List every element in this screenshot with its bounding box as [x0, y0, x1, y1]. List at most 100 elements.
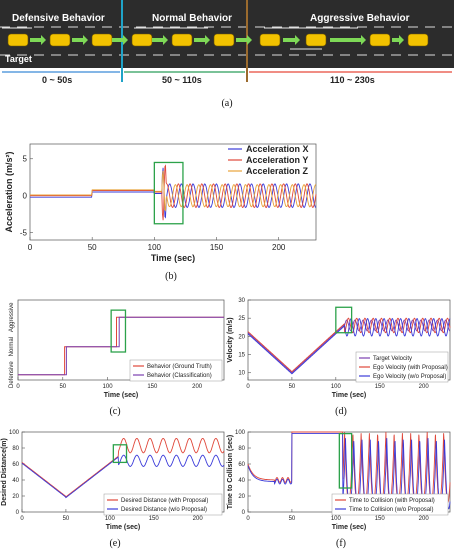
legend-entry: Desired Distance (with Proposal) — [121, 498, 208, 504]
x-tick-label: 0 — [246, 384, 250, 390]
car-icon — [131, 33, 153, 47]
legend-box — [103, 493, 223, 516]
caption-a: (a) — [221, 98, 233, 109]
desired-distance-chart: 0 50 100 150 200 0 20 40 60 80 100 Time (sec) Desire… — [1, 430, 225, 531]
arrow-icon — [361, 35, 366, 45]
legend-entry: Acceleration Y — [246, 155, 308, 165]
x-tick-label: 50 — [88, 243, 97, 252]
x-tick-label: 50 — [59, 384, 66, 390]
phase-label-defensive: Defensive Behavior — [12, 13, 105, 24]
y-tick-label: 5 — [23, 154, 28, 163]
x-tick-label: 150 — [210, 243, 224, 252]
series-desired-distance-without-proposal — [21, 454, 225, 499]
phase-time-normal: 50 ~ 110s — [162, 75, 202, 85]
y-tick-label: 40 — [12, 478, 19, 484]
series-ego-velocity-without-proposal — [247, 317, 451, 375]
y-tick-label: 10 — [238, 371, 245, 377]
y-tick-label: 20 — [12, 494, 19, 500]
x-tick-label: 100 — [103, 384, 114, 390]
y-tick-label: 80 — [12, 446, 19, 452]
legend-entry: Acceleration Z — [246, 166, 309, 176]
x-tick-label: 150 — [375, 384, 386, 390]
x-axis-label: Time (sec) — [332, 392, 367, 399]
x-tick-label: 200 — [272, 243, 286, 252]
car-icon — [369, 33, 391, 47]
y-tick-label: 0 — [23, 191, 28, 200]
legend-entry: Ego Velocity (with Proposal) — [373, 365, 448, 371]
x-tick-label: 50 — [289, 516, 296, 522]
arrow-icon — [247, 35, 252, 45]
x-axis-label: Time (sec) — [106, 524, 141, 531]
legend-entry: Target Velocity — [373, 356, 412, 362]
target-label: Target — [5, 54, 32, 64]
y-tick-label: 40 — [238, 478, 245, 484]
y-axis-label: Acceleration (m/s²) — [4, 151, 14, 232]
arrow-icon — [41, 35, 46, 45]
x-axis-label: Time (sec) — [332, 524, 367, 531]
arrow-icon — [163, 35, 168, 45]
y-tick-label: 60 — [12, 462, 19, 468]
x-axis-label: Time (sec) — [104, 392, 139, 399]
x-tick-label: 200 — [419, 516, 430, 522]
car-icon — [305, 33, 327, 47]
y-category-label: Defensive — [9, 361, 15, 388]
y-tick-label: 15 — [238, 353, 245, 359]
y-tick-label: -5 — [20, 228, 28, 237]
series-acceleration-x — [30, 167, 317, 219]
x-tick-label: 100 — [105, 516, 116, 522]
car-icon — [49, 33, 71, 47]
x-tick-label: 0 — [28, 243, 33, 252]
x-axis-label: Time (sec) — [151, 253, 195, 263]
y-tick-label: 0 — [242, 510, 246, 516]
y-tick-label: 100 — [9, 430, 20, 436]
legend-box — [355, 351, 449, 383]
highlight-box — [335, 306, 353, 334]
legend-box — [331, 493, 449, 516]
caption-c: (c) — [109, 406, 121, 417]
legend-box — [129, 359, 223, 382]
legend-entry: Acceleration X — [246, 144, 309, 154]
phase-label-normal: Normal Behavior — [152, 13, 232, 24]
x-tick-label: 200 — [193, 516, 204, 522]
legend-entry: Time to Collision (with Proposal) — [349, 498, 435, 504]
legend-entry: Time to Collision (w/o Proposal) — [349, 507, 433, 513]
series-acceleration-z — [30, 170, 316, 212]
scenario-road: Defensive Behavior Normal Behavior Aggre… — [0, 0, 454, 85]
legend-entry: Ego Velocity (w/o Proposal) — [373, 374, 446, 380]
x-tick-label: 50 — [63, 516, 70, 522]
caption-f: (f) — [336, 538, 346, 549]
x-tick-label: 0 — [246, 516, 250, 522]
phase-time-defensive: 0 ~ 50s — [42, 75, 72, 85]
y-axis-label: Time to Collision (sec) — [227, 435, 234, 510]
y-tick-label: 20 — [238, 494, 245, 500]
arrow-icon — [83, 35, 88, 45]
caption-e: (e) — [109, 538, 121, 549]
caption-d: (d) — [335, 406, 347, 417]
highlight-box — [153, 161, 184, 225]
car-icon — [259, 33, 281, 47]
legend-entry: Behavior (Classification) — [147, 373, 212, 379]
arrow-icon — [123, 35, 128, 45]
arrow-icon — [399, 35, 404, 45]
y-tick-label: 30 — [238, 298, 245, 304]
x-tick-label: 200 — [192, 384, 203, 390]
series-desired-distance-with-proposal — [21, 437, 225, 498]
scenario-panel: Defensive Behavior Normal Behavior Aggre… — [0, 0, 454, 85]
arrow-icon — [205, 35, 210, 45]
legend-entry: Desired Distance (w/o Proposal) — [121, 507, 207, 513]
x-tick-label: 0 — [20, 516, 24, 522]
x-tick-label: 100 — [148, 243, 162, 252]
caption-b: (b) — [165, 271, 177, 282]
behavior-chart: 0 50 100 150 200 Time (sec) Defensive Normal Agg… — [9, 299, 225, 399]
series-ego-velocity-with-proposal — [247, 317, 451, 373]
highlight-box — [110, 309, 127, 353]
car-icon — [171, 33, 193, 47]
y-tick-label: 0 — [16, 510, 20, 516]
phase-time-aggressive: 110 ~ 230s — [330, 75, 375, 85]
legend-entry: Behavior (Ground Truth) — [147, 364, 212, 370]
car-icon — [91, 33, 113, 47]
x-tick-label: 150 — [149, 516, 160, 522]
phase-label-aggressive: Aggressive Behavior — [310, 13, 410, 24]
y-tick-label: 80 — [238, 446, 245, 452]
